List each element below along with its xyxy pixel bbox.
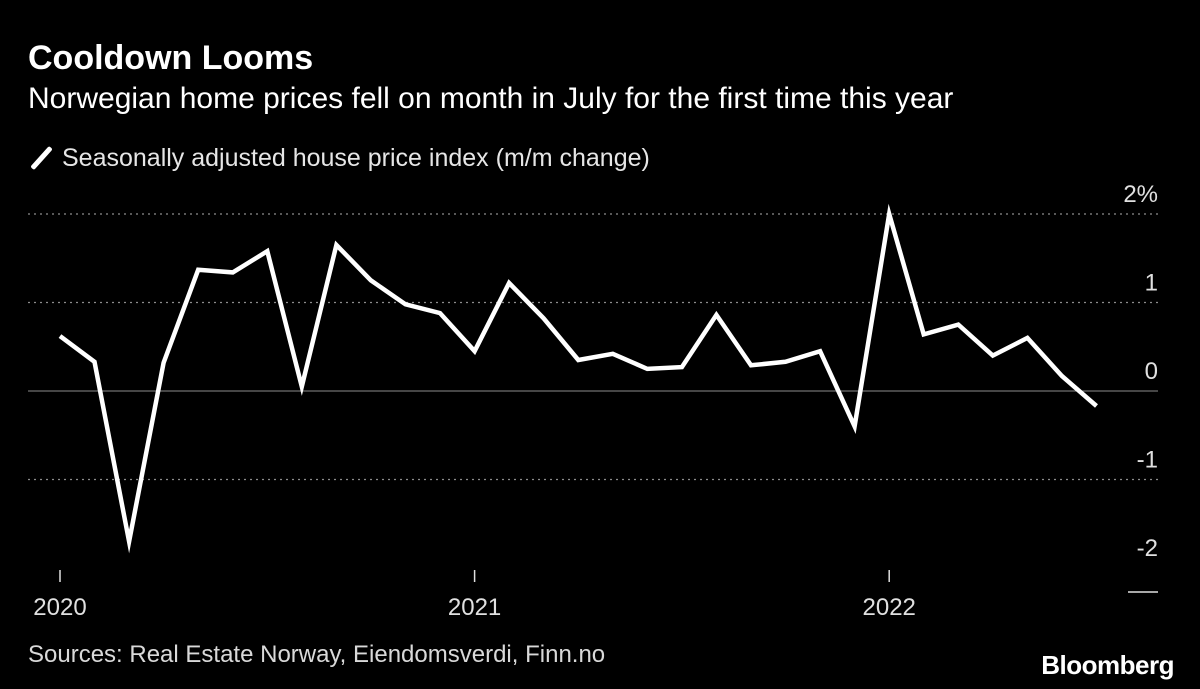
data-point — [714, 313, 718, 317]
data-point — [680, 365, 684, 369]
data-point — [542, 316, 546, 320]
data-point — [784, 360, 788, 364]
data-point — [887, 212, 891, 216]
data-point — [58, 334, 62, 338]
data-point — [93, 360, 97, 364]
x-tick-label: 2020 — [33, 594, 86, 621]
legend-series-label: Seasonally adjusted house price index (m… — [62, 143, 650, 172]
data-point — [404, 302, 408, 306]
legend: Seasonally adjusted house price index (m… — [30, 140, 650, 176]
data-point — [576, 358, 580, 362]
data-point — [196, 268, 200, 272]
data-point — [1025, 336, 1029, 340]
data-point — [438, 311, 442, 315]
data-point — [991, 354, 995, 358]
data-point — [473, 349, 477, 353]
chart-subtitle: Norwegian home prices fell on month in J… — [28, 82, 954, 115]
data-point — [1060, 374, 1064, 378]
y-tick-label: 0 — [1145, 358, 1158, 385]
data-point — [127, 540, 131, 544]
data-point — [162, 361, 166, 365]
y-tick-label: 1 — [1145, 270, 1158, 297]
data-point — [956, 323, 960, 327]
data-point — [507, 281, 511, 285]
y-tick-label: 2% — [1123, 181, 1158, 208]
data-point — [922, 332, 926, 336]
x-tick-label: 2021 — [448, 594, 501, 621]
data-point — [1095, 404, 1099, 408]
data-point — [611, 352, 615, 356]
y-tick-label: -1 — [1137, 447, 1158, 474]
chart-title: Cooldown Looms — [28, 39, 314, 77]
y-tick-label: -2 — [1137, 535, 1158, 562]
data-point — [300, 385, 304, 389]
data-point — [818, 349, 822, 353]
data-point — [749, 363, 753, 367]
series-line — [58, 203, 1098, 554]
data-point — [853, 424, 857, 428]
data-point — [645, 367, 649, 371]
bloomberg-logo: Bloomberg — [1041, 650, 1174, 680]
data-point — [231, 270, 235, 274]
data-point — [334, 243, 338, 247]
source-note: Sources: Real Estate Norway, Eiendomsver… — [28, 641, 606, 668]
data-point — [369, 278, 373, 282]
x-tick-label: 2022 — [863, 594, 916, 621]
data-point — [265, 249, 269, 253]
